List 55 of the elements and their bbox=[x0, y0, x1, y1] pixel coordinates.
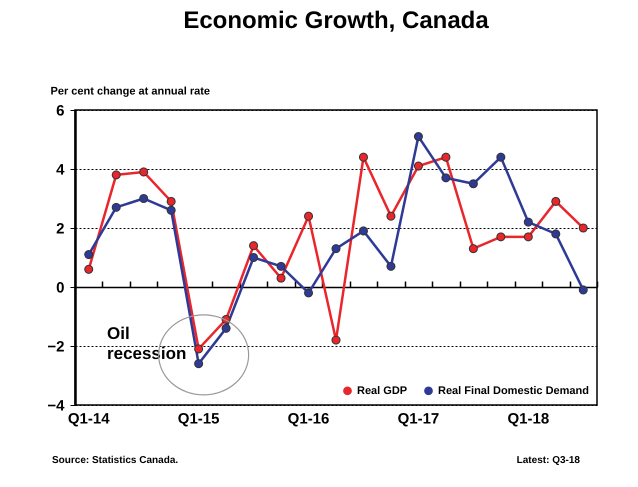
point bbox=[139, 167, 148, 176]
point bbox=[304, 288, 314, 298]
point bbox=[166, 206, 176, 215]
x-tick-label: Q1-18 bbox=[507, 410, 550, 428]
point bbox=[276, 274, 286, 283]
point bbox=[468, 179, 478, 188]
point bbox=[551, 196, 560, 206]
point bbox=[249, 252, 258, 262]
point bbox=[551, 229, 560, 238]
point bbox=[358, 152, 368, 162]
chart-title: Economic Growth, Canada bbox=[183, 7, 490, 34]
point bbox=[139, 194, 148, 204]
point bbox=[524, 218, 533, 227]
point bbox=[112, 170, 121, 180]
point bbox=[194, 344, 204, 354]
point bbox=[331, 244, 341, 254]
point bbox=[441, 152, 450, 162]
point bbox=[496, 232, 506, 242]
point bbox=[222, 324, 231, 333]
point bbox=[386, 212, 396, 221]
point bbox=[468, 244, 478, 254]
point bbox=[386, 262, 396, 271]
legend-label: Real Final Domestic Demand bbox=[438, 384, 589, 397]
point bbox=[441, 173, 450, 182]
y-tick-label: 6 bbox=[56, 102, 64, 120]
point bbox=[578, 223, 588, 233]
y-tick-label: 4 bbox=[56, 162, 66, 178]
point bbox=[414, 132, 423, 142]
point bbox=[112, 202, 121, 212]
y-tick-label: −4 bbox=[47, 398, 66, 414]
source-note: Source: Statistics Canada. bbox=[52, 455, 178, 466]
point bbox=[414, 162, 423, 171]
y-tick-label: 2 bbox=[56, 220, 64, 238]
y-axis-title: Per cent change at annual rate bbox=[50, 86, 210, 98]
point bbox=[84, 250, 94, 260]
point bbox=[166, 196, 176, 206]
point bbox=[331, 336, 341, 345]
x-tick-label: Q1-17 bbox=[398, 410, 440, 428]
y-tick-label: 0 bbox=[56, 280, 64, 296]
text: Latest: Q3-18 bbox=[516, 455, 580, 466]
point bbox=[524, 232, 533, 242]
point bbox=[84, 264, 94, 274]
point bbox=[496, 152, 506, 162]
x-tick-label: Q1-15 bbox=[178, 410, 220, 428]
point bbox=[276, 262, 286, 271]
x-tick-label: Q1-16 bbox=[288, 410, 330, 428]
point bbox=[578, 285, 588, 294]
annotation: Oil recession bbox=[107, 324, 186, 364]
legend-label: Real GDP bbox=[357, 384, 408, 397]
point bbox=[194, 359, 204, 368]
point bbox=[249, 241, 258, 250]
point bbox=[358, 226, 368, 236]
y-tick-label: −2 bbox=[47, 338, 64, 356]
x-tick-label: Q1-14 bbox=[68, 410, 110, 428]
point bbox=[304, 212, 314, 221]
